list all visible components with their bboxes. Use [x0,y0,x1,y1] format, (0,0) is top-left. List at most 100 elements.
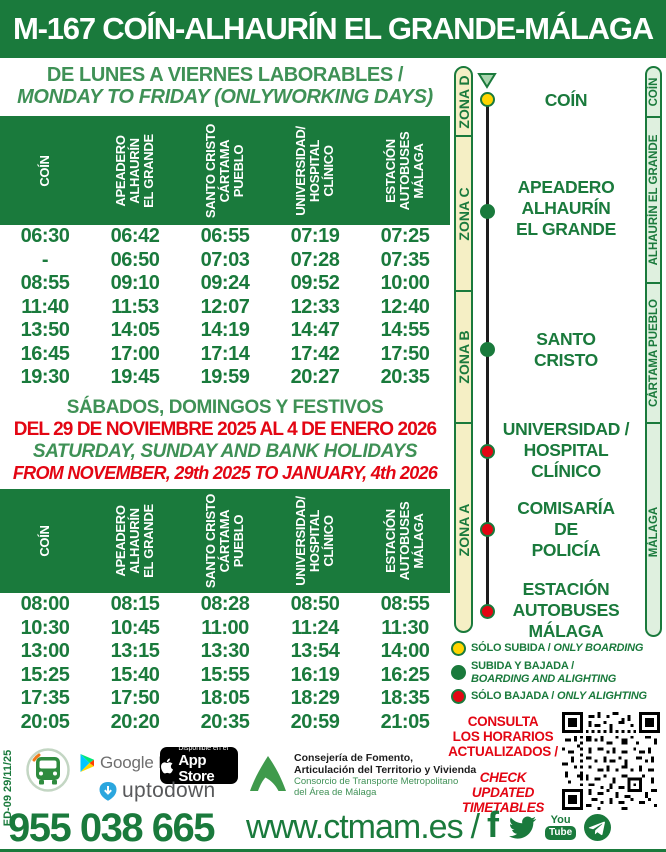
time-cell: 06:42 [110,225,160,247]
weekend-heading-es: SÁBADOS, DOMINGOS Y FESTIVOS [66,397,384,418]
time-cell: 20:27 [290,366,340,388]
time-cell: 19:30 [20,366,70,388]
time-cell: 08:00 [20,593,70,615]
header-banner: M-167 COÍN-ALHAURÍN EL GRANDE-MÁLAGA [0,0,666,58]
bottom-border [0,849,666,852]
municipality-bar: COÍN ALHAURÍN EL GRANDE CÁRTAMA PUEBLO M… [645,66,662,637]
timetable-row: 20:05 20:20 20:35 20:59 21:05 [0,711,450,735]
area-segment-malaga: MÁLAGA [647,422,660,639]
time-cell: 08:15 [110,593,160,615]
time-cell: 11:40 [21,295,69,318]
timetable-row: 17:35 17:50 18:05 18:29 18:35 [0,687,450,711]
bus-app-icon [26,748,70,792]
time-cell: 10:45 [110,616,160,639]
weekend-timetable-body: 08:00 08:15 08:28 08:50 08:55 10:30 10:45 11:00… [0,593,450,734]
column-header: SANTO CRISTO CÁRTAMA PUEBLO [203,123,246,218]
time-cell: 14:05 [110,319,160,341]
time-cell: 21:05 [380,710,430,733]
time-cell: 17:50 [380,342,430,365]
legend-item-alighting-only: SÓLO BAJADA / ONLY ALIGHTING [451,689,665,704]
facebook-icon[interactable]: f [487,803,500,845]
timetable-row: 10:30 10:45 11:00 11:24 11:30 [0,617,450,641]
legend-item-boarding-alighting: SUBIDA Y BAJADA / BOARDING AND ALIGHTING [451,660,665,685]
app-store-badge[interactable]: Disponible en el App Store [160,745,238,785]
time-cell: 14:00 [380,640,430,662]
time-cell: 16:19 [290,663,340,686]
time-cell: 07:35 [380,248,430,271]
time-cell: 13:30 [200,640,250,662]
time-cell: 16:25 [380,663,430,686]
time-cell: 13:54 [290,640,340,662]
timetable-row: 08:55 09:10 09:24 09:52 10:00 [0,272,450,296]
separator: / [470,808,481,846]
update-notice: CONSULTA LOS HORARIOS ACTUALIZADOS / CHE… [446,714,560,815]
stop-dot-alighting-only [480,604,495,619]
uptodown-badge[interactable]: uptodown [98,779,215,803]
timetable-row: 06:30 06:42 06:55 07:19 07:25 [0,225,450,249]
stop-label-coin: COÍN [544,90,588,110]
time-cell: 18:35 [380,687,430,709]
timetable-row: 08:00 08:15 08:28 08:50 08:55 [0,593,450,617]
weekend-dates-en: FROM NOVEMBER, 29th 2025 TO JANUARY, 4th… [12,463,438,483]
time-cell: 20:35 [380,366,430,388]
column-header: UNIVERSIDAD/HOSPITAL CLÍNICO [293,125,336,216]
time-cell: 20:35 [200,710,250,733]
time-cell: 07:03 [200,248,250,271]
zone-segment-a: ZONA A [456,422,472,635]
route-title: M-167 COÍN-ALHAURÍN EL GRANDE-MÁLAGA [13,11,654,46]
time-cell: 06:55 [200,225,250,247]
stop-dot-boarding-only [480,92,495,107]
weekday-timetable: COÍN APEADERO ALHAURÍN EL GRANDE SANTO CRIST… [0,116,450,390]
red-dot-icon [451,689,466,704]
stop-label-universidad: UNIVERSIDAD / HOSPITAL CLÍNICO [502,419,630,481]
stop-label-santo-cristo: SANTO CRISTO [534,329,598,370]
twitter-icon[interactable] [507,815,537,840]
time-cell: 11:30 [381,616,429,639]
time-cell: 18:05 [200,687,250,709]
qr-code[interactable] [562,712,660,810]
youtube-icon[interactable]: You Tube [545,815,577,840]
website-link[interactable]: www.ctmam.es [246,808,464,846]
timetable-row: 19:30 19:45 19:59 20:27 20:35 [0,366,450,390]
column-header: APEADERO ALHAURÍN EL GRANDE [113,133,156,208]
green-dot-icon [451,665,466,680]
time-cell: 09:52 [290,272,340,294]
column-header: COÍN [37,525,52,557]
area-segment-coin: COÍN [647,77,660,107]
weekend-heading-en: SATURDAY, SUNDAY AND BANK HOLIDAYS [32,441,418,462]
timetable-row: 11:40 11:53 12:07 12:33 12:40 [0,296,450,320]
weekday-timetable-header: COÍN APEADERO ALHAURÍN EL GRANDE SANTO CRIST… [0,116,450,225]
time-cell: 13:15 [110,640,160,662]
area-segment-alhaurin: ALHAURÍN EL GRANDE [647,116,660,282]
time-cell: 07:19 [290,225,340,247]
yellow-dot-icon [451,641,466,656]
time-cell: 07:25 [380,225,430,247]
telegram-icon[interactable] [584,814,612,841]
fare-zone-bar: ZONA D ZONA C ZONA B ZONA A [454,66,473,633]
stop-dot-boarding-alighting [480,204,495,219]
phone-number[interactable]: 955 038 665 [8,806,215,850]
time-cell: 08:28 [200,593,250,615]
timetable-row: 13:00 13:15 13:30 13:54 14:00 [0,640,450,664]
agency-text: Consejería de Fomento, Articulación del … [294,752,477,798]
weekday-heading: DE LUNES A VIERNES LABORABLES / MONDAY T… [0,64,450,108]
column-header: ESTACIÓN AUTOBUSES MÁLAGA [383,501,426,581]
time-cell: 15:55 [200,663,250,686]
time-cell: 13:00 [20,640,70,662]
time-cell: 20:20 [110,710,160,733]
zone-segment-d: ZONA D [455,74,472,129]
stop-label-comisaria: COMISARÍA DE POLICÍA [517,498,615,560]
time-cell: - [41,248,49,271]
time-cell: 15:40 [110,663,160,686]
time-cell: 08:55 [20,272,70,294]
column-header: APEADERO ALHAURÍN EL GRANDE [113,504,156,578]
stop-dot-alighting-only [480,522,495,537]
timetable-row: - 06:50 07:03 07:28 07:35 [0,249,450,273]
time-cell: 17:00 [110,342,160,365]
route-start-arrow-icon [477,73,497,89]
time-cell: 17:42 [290,342,340,365]
apple-icon [161,758,174,773]
time-cell: 08:55 [380,593,430,615]
time-cell: 11:00 [201,616,249,639]
